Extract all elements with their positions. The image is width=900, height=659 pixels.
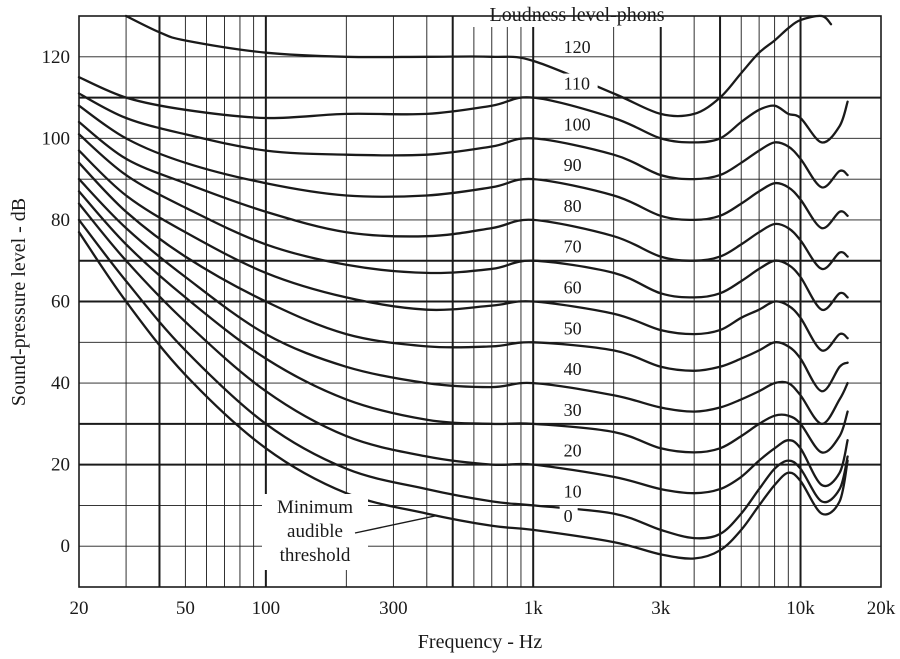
phon-label-background bbox=[559, 318, 588, 338]
phon-label-background bbox=[559, 236, 588, 256]
loudness-curve-110-phon bbox=[77, 76, 849, 144]
phon-label-0: 0 bbox=[564, 506, 573, 526]
x-tick-label: 1k bbox=[524, 598, 544, 619]
loudness-curve-100-phon bbox=[77, 92, 849, 189]
phon-label-background bbox=[559, 36, 598, 56]
loudness-curve-0-phon bbox=[77, 231, 849, 560]
loudness-curve-70-phon bbox=[77, 133, 849, 312]
loudness-curve-20-phon bbox=[77, 202, 849, 495]
phon-label-background bbox=[559, 195, 588, 215]
loudness-curve-40-phon bbox=[77, 177, 849, 426]
phon-label-20: 20 bbox=[564, 441, 582, 461]
phon-label-background bbox=[559, 359, 588, 379]
x-tick-label: 3k bbox=[651, 598, 671, 619]
phon-label-60: 60 bbox=[564, 278, 582, 298]
x-axis-ticks: 20 50 100 300 1k 3k 10k 20k bbox=[70, 598, 896, 619]
annotation-line-3: threshold bbox=[280, 545, 351, 566]
annotation-background bbox=[262, 494, 368, 570]
phon-label-background bbox=[559, 399, 588, 419]
loudness-curve-120-phon bbox=[124, 14, 833, 118]
x-tick-label: 300 bbox=[379, 598, 408, 619]
phon-label-80: 80 bbox=[564, 196, 582, 216]
phon-label-background bbox=[559, 505, 578, 525]
annotation-pointer bbox=[354, 514, 437, 534]
phon-label-background bbox=[559, 440, 588, 460]
loudness-curve-60-phon bbox=[77, 149, 849, 352]
phon-label-100: 100 bbox=[564, 114, 591, 134]
loudness-curve-50-phon bbox=[77, 161, 849, 393]
phon-label-120: 120 bbox=[564, 37, 591, 57]
y-tick-label: 100 bbox=[42, 128, 71, 149]
y-axis-label: Sound-pressure level - dB bbox=[8, 198, 30, 406]
x-tick-label: 20 bbox=[70, 598, 89, 619]
phon-label-50: 50 bbox=[564, 318, 582, 338]
phon-label-110: 110 bbox=[564, 74, 590, 94]
phon-label-40: 40 bbox=[564, 359, 582, 379]
y-tick-label: 20 bbox=[51, 455, 70, 476]
phon-label-background bbox=[559, 481, 588, 501]
plot-frame bbox=[78, 15, 882, 588]
x-tick-label: 100 bbox=[252, 598, 281, 619]
y-tick-label: 60 bbox=[51, 292, 70, 313]
loudness-curves bbox=[77, 14, 849, 560]
phon-labels: 0 10 20 30 40 50 60 70 80 90 100 110 120 bbox=[559, 36, 598, 526]
y-tick-label: 80 bbox=[51, 210, 70, 231]
legend-title: Loudness level-phons bbox=[490, 4, 665, 26]
loudness-curve-30-phon bbox=[77, 190, 849, 454]
phon-label-30: 30 bbox=[564, 400, 582, 420]
x-tick-label: 10k bbox=[786, 598, 815, 619]
phon-label-70: 70 bbox=[564, 237, 582, 257]
y-axis-ticks: 0 20 40 60 80 100 120 bbox=[42, 47, 71, 557]
y-tick-label: 120 bbox=[42, 47, 71, 68]
phon-label-background bbox=[559, 277, 588, 297]
phon-label-10: 10 bbox=[564, 481, 582, 501]
annotation-line-2: audible bbox=[287, 521, 343, 542]
phon-label-90: 90 bbox=[564, 155, 582, 175]
loudness-curve-90-phon bbox=[77, 104, 849, 230]
phon-label-background bbox=[559, 114, 598, 134]
loudness-curve-80-phon bbox=[77, 120, 849, 271]
y-tick-label: 0 bbox=[61, 536, 71, 557]
x-tick-label: 50 bbox=[176, 598, 195, 619]
phon-label-background bbox=[559, 155, 588, 175]
annotation-line-1: Minimum bbox=[277, 497, 353, 518]
y-tick-label: 40 bbox=[51, 373, 70, 394]
x-tick-label: 20k bbox=[867, 598, 896, 619]
loudness-curve-10-phon bbox=[77, 218, 849, 540]
x-axis-label: Frequency - Hz bbox=[418, 631, 543, 653]
phon-label-background bbox=[559, 73, 598, 93]
